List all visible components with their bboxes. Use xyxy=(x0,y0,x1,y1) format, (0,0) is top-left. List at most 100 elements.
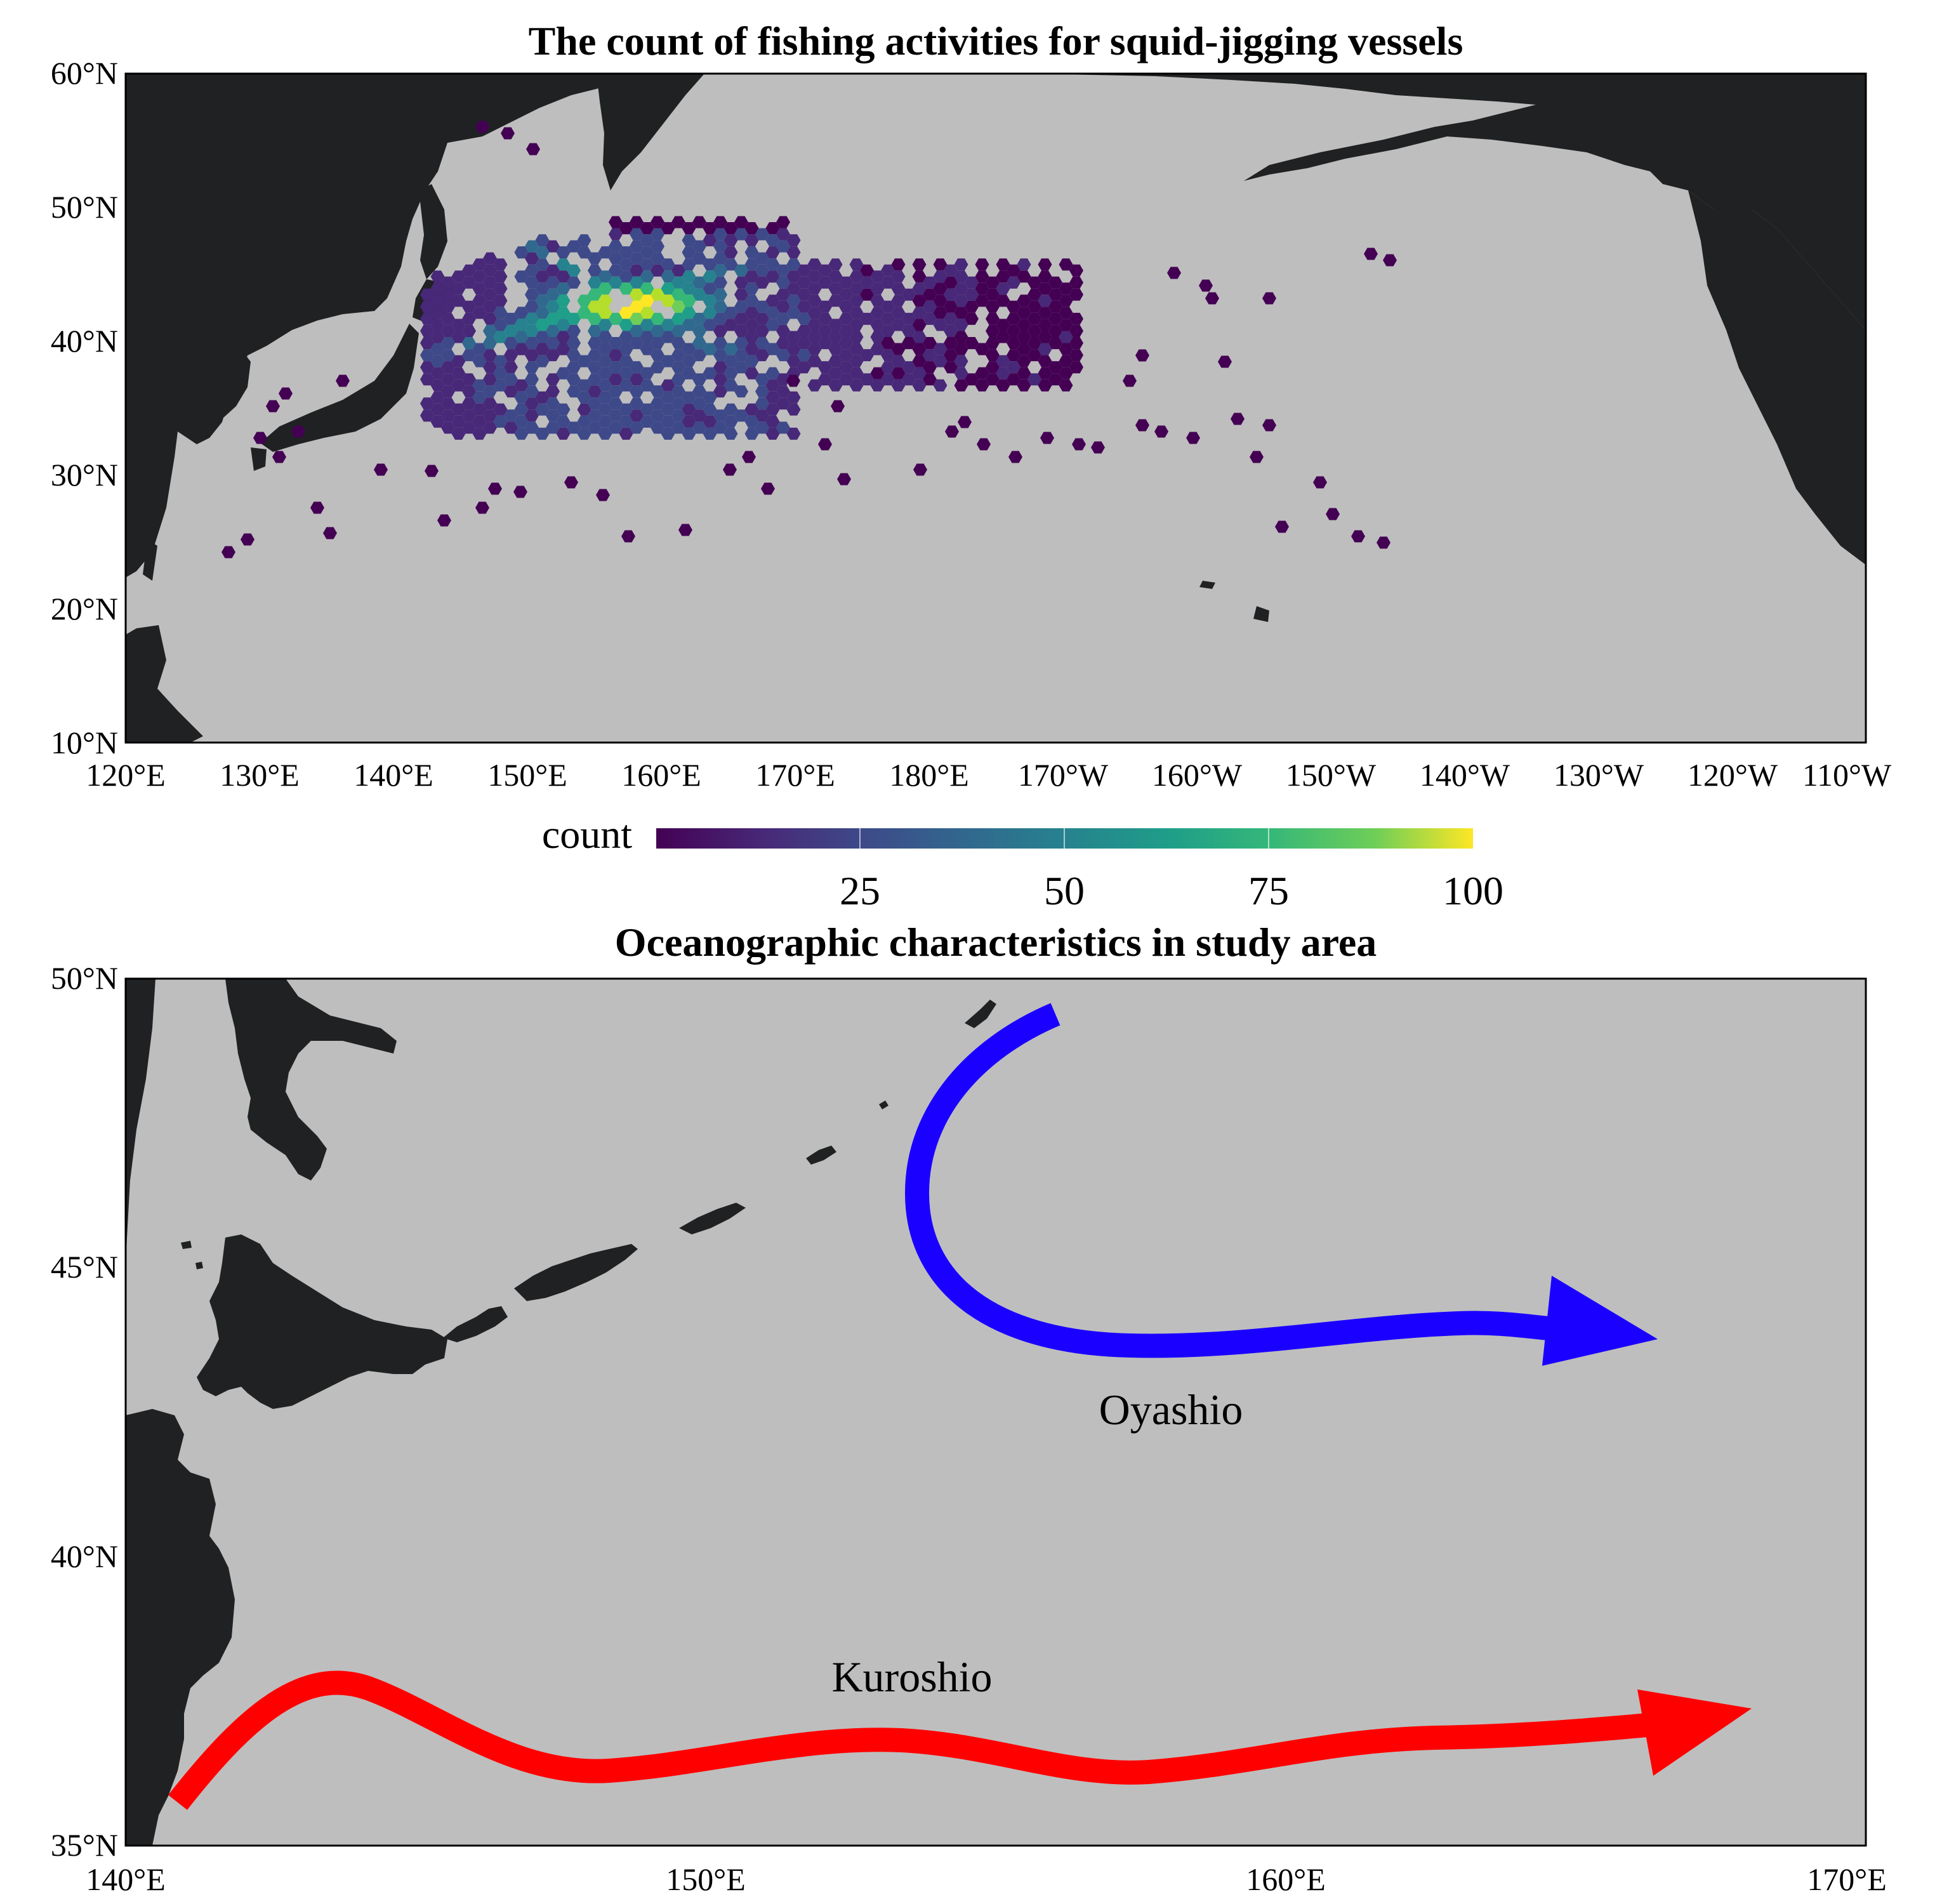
heatmap-cell xyxy=(1048,324,1062,337)
map1-lon-tick: 160°W xyxy=(1152,757,1243,793)
heatmap-cell xyxy=(682,367,696,380)
heatmap-cell xyxy=(776,276,790,289)
heatmap-cell xyxy=(441,349,455,362)
heatmap-cell xyxy=(692,240,706,253)
heatmap-cell xyxy=(556,307,571,319)
heatmap-cell xyxy=(734,276,748,289)
heatmap-cell xyxy=(1027,349,1041,362)
heatmap-cell xyxy=(291,425,305,438)
heatmap-cell xyxy=(839,337,853,350)
heatmap-cell xyxy=(744,270,759,283)
heatmap-cell xyxy=(986,300,1000,313)
heatmap-cell xyxy=(807,307,822,319)
heatmap-cell xyxy=(1072,438,1086,451)
heatmap-cell xyxy=(462,300,476,313)
heatmap-cell xyxy=(567,361,581,374)
heatmap-cell xyxy=(954,355,968,367)
heatmap-cell xyxy=(965,337,979,350)
heatmap-cell xyxy=(734,228,748,241)
heatmap-cell xyxy=(430,307,445,319)
heatmap-cell xyxy=(765,319,780,331)
heatmap-cell xyxy=(661,319,675,331)
heatmap-cell xyxy=(891,307,906,319)
heatmap-cell xyxy=(692,276,706,289)
heatmap-cell xyxy=(944,276,958,289)
heatmap-cell xyxy=(483,373,497,386)
heatmap-cell xyxy=(451,427,466,440)
heatmap-cell xyxy=(546,373,560,386)
heatmap-cell xyxy=(965,288,979,301)
heatmap-cell xyxy=(598,319,612,331)
heatmap-cell xyxy=(535,319,550,331)
heatmap-cell xyxy=(621,530,635,543)
heatmap-cell xyxy=(609,228,623,241)
japan xyxy=(251,279,457,471)
heatmap-cell xyxy=(1059,294,1073,307)
heatmap-cell xyxy=(703,270,717,283)
heatmap-cell xyxy=(441,397,455,410)
heatmap-cell xyxy=(577,294,591,307)
heatmap-cell xyxy=(1038,379,1052,392)
heatmap-cell xyxy=(849,319,864,331)
heatmap-cell xyxy=(1038,282,1052,295)
heatmap-cell xyxy=(588,397,602,410)
heatmap-cell xyxy=(1017,343,1031,355)
heatmap-cell xyxy=(598,427,612,440)
heatmap-cell xyxy=(671,361,685,374)
heatmap-cell xyxy=(651,349,664,362)
colorbar-tick-50: 50 xyxy=(1044,868,1085,913)
heatmap-cell xyxy=(1275,520,1289,533)
heatmap-cell xyxy=(640,343,654,355)
colorbar-label: count xyxy=(542,812,632,857)
heatmap-cell xyxy=(945,425,959,438)
heatmap-cell xyxy=(630,228,644,241)
heatmap-cell xyxy=(1027,324,1041,337)
heatmap-cell xyxy=(786,246,801,259)
heatmap-cell xyxy=(619,427,633,440)
heatmap-cell xyxy=(661,331,675,343)
heatmap-cell xyxy=(703,367,717,380)
heatmap-cell xyxy=(472,282,487,295)
map1-land xyxy=(126,74,1866,743)
heatmap-cell xyxy=(430,294,445,307)
map2-lat-axis: 50°N 45°N 40°N 35°N xyxy=(51,960,118,1863)
heatmap-cell xyxy=(1351,530,1365,543)
heatmap-cell xyxy=(1017,379,1031,392)
heatmap-cell xyxy=(556,246,571,259)
heatmap-cell xyxy=(661,222,675,235)
heatmap-cell xyxy=(713,409,727,422)
heatmap-cell xyxy=(944,324,958,337)
heatmap-cell xyxy=(776,349,790,362)
heatmap-cell xyxy=(828,367,843,380)
heatmap-cell xyxy=(535,234,550,247)
heatmap-cell xyxy=(609,252,623,265)
heatmap-cell xyxy=(1038,331,1052,343)
heatmap-cell xyxy=(703,294,717,307)
heatmap-cell xyxy=(881,276,895,289)
heatmap-cell xyxy=(786,270,801,283)
heatmap-cell xyxy=(849,331,864,343)
heatmap-cell xyxy=(1007,312,1021,325)
heatmap-cell xyxy=(472,403,487,416)
heatmap-cell xyxy=(744,246,759,259)
heatmap-cell xyxy=(849,367,864,380)
heatmap-cell xyxy=(441,361,455,374)
heatmap-cell xyxy=(933,294,948,307)
heatmap-cell xyxy=(1048,300,1062,313)
heatmap-cell xyxy=(933,258,948,271)
heatmap-cell xyxy=(609,349,623,362)
heatmap-cell xyxy=(598,379,612,392)
heatmap-cell xyxy=(546,324,560,337)
heatmap-cell xyxy=(996,258,1010,271)
heatmap-cell xyxy=(493,294,508,307)
heatmap-cell xyxy=(1069,276,1083,289)
heatmap-cell xyxy=(807,270,822,283)
heatmap-cell xyxy=(493,319,508,331)
heatmap-cell xyxy=(640,222,654,235)
heatmap-cell xyxy=(525,337,539,350)
heatmap-cell xyxy=(703,415,717,428)
heatmap-cell xyxy=(504,385,518,398)
heatmap-cell xyxy=(640,415,654,428)
heatmap-cell xyxy=(651,421,664,434)
